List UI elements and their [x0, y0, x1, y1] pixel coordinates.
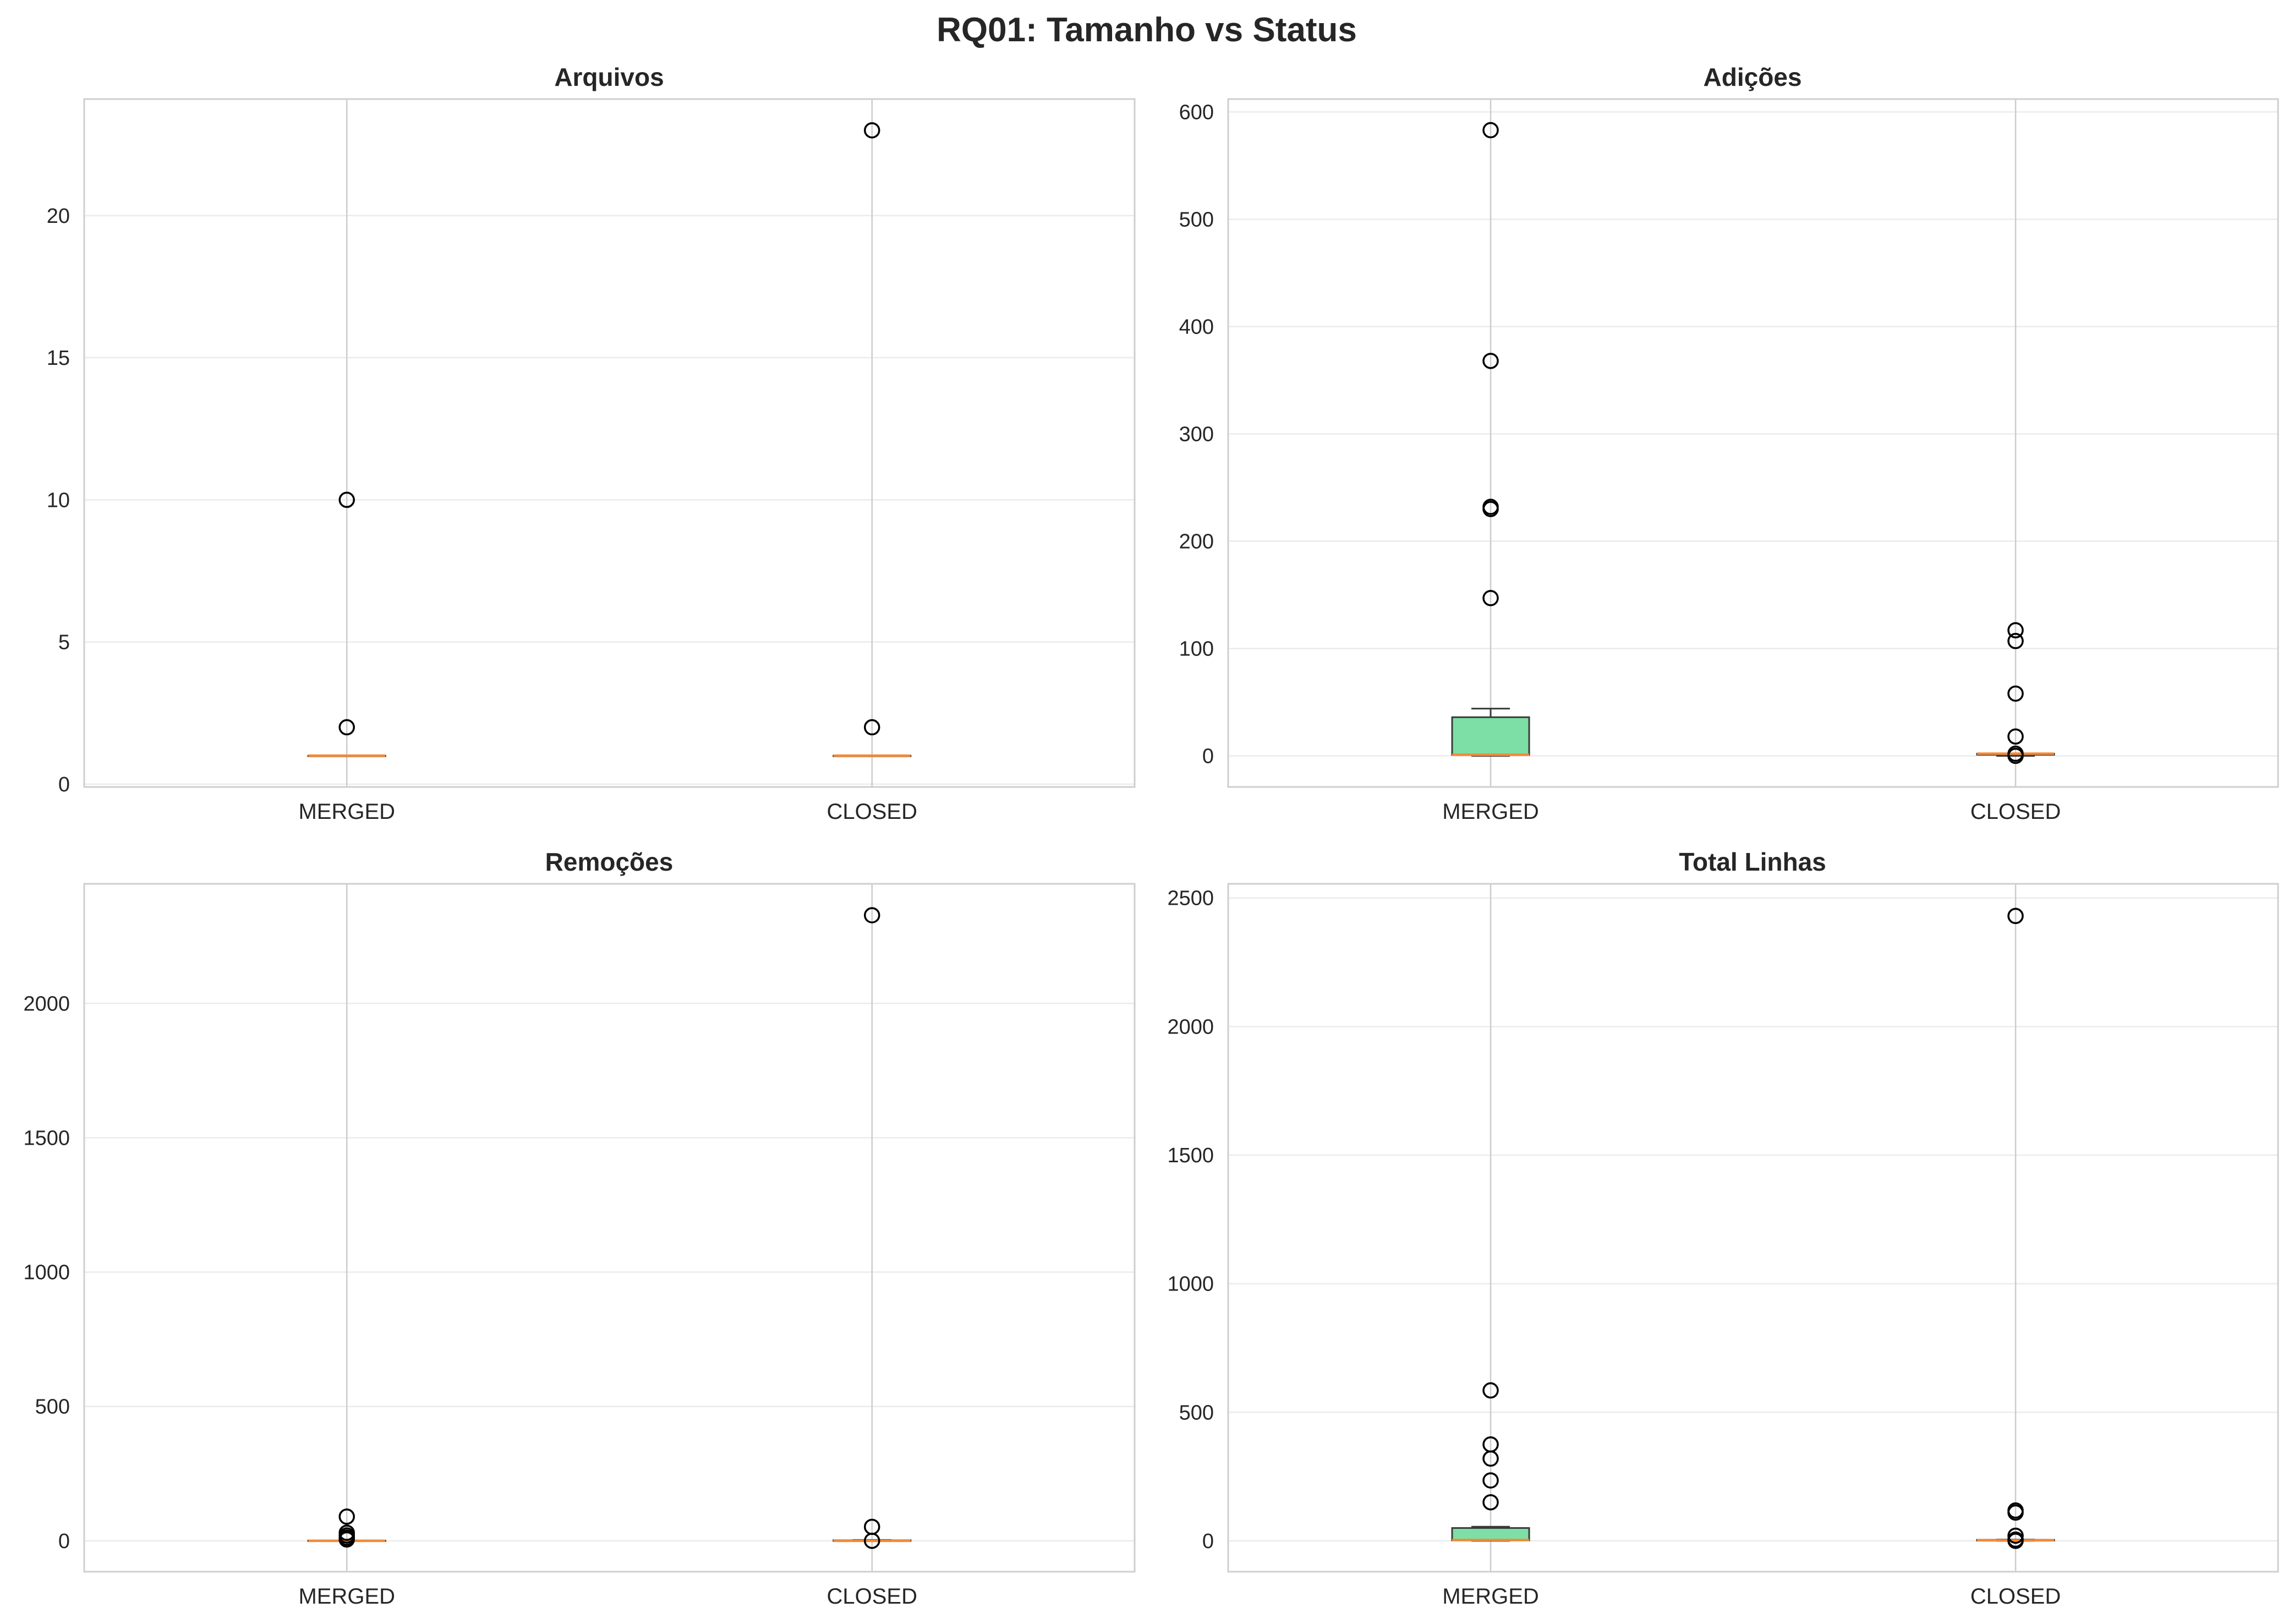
y-tick-label: 0 — [58, 1530, 70, 1553]
x-tick-label: CLOSED — [827, 800, 918, 824]
y-tick-label: 2000 — [23, 992, 70, 1015]
y-tick-label: 15 — [47, 347, 70, 370]
box-merged — [307, 1508, 386, 1548]
y-tick-label: 600 — [1179, 101, 1214, 124]
outlier-point — [2007, 1527, 2024, 1544]
axes-frame — [83, 883, 1136, 1573]
subplot-arquivos: Arquivos 0 5 10 15 20 MERGED CLOSED — [47, 63, 1136, 824]
y-tick-label: 1000 — [1167, 1273, 1214, 1296]
outlier-point — [1482, 1382, 1499, 1399]
x-tick-label: MERGED — [298, 1584, 395, 1609]
box-merged — [1451, 1382, 1530, 1542]
outlier-point — [2007, 907, 2024, 925]
axes-frame — [1227, 98, 2279, 788]
outlier-point — [2007, 1502, 2024, 1519]
y-tick-label: 10 — [47, 489, 70, 512]
y-tick-label: 2500 — [1167, 887, 1214, 910]
y-tick-label: 300 — [1179, 423, 1214, 446]
y-tick-label: 400 — [1179, 315, 1214, 338]
outlier-point — [2007, 685, 2024, 702]
box-iqr — [1451, 716, 1530, 756]
box-merged — [1451, 122, 1530, 757]
box-closed — [1976, 907, 2055, 1549]
y-tick-label: 20 — [47, 205, 70, 228]
subplot-title: Adições — [1704, 63, 1802, 91]
outlier-point — [864, 719, 880, 736]
axes-frame — [1227, 883, 2279, 1573]
y-tick-label: 200 — [1179, 530, 1214, 553]
outlier-point — [1482, 1436, 1499, 1453]
y-tick-label: 0 — [1202, 745, 1214, 768]
subplot-title: Remoções — [545, 847, 674, 876]
outlier-point — [2007, 1531, 2024, 1548]
y-tick-label: 5 — [58, 631, 70, 654]
outlier-point — [2007, 622, 2024, 639]
outlier-point — [1482, 590, 1499, 606]
y-tick-label: 0 — [58, 773, 70, 796]
box-closed — [1976, 622, 2055, 764]
subplot-title: Arquivos — [554, 63, 664, 91]
subplot-title: Total Linhas — [1679, 847, 1826, 876]
x-tick-label: CLOSED — [1970, 800, 2061, 824]
outlier-point — [338, 719, 355, 736]
axes-frame — [83, 98, 1136, 788]
outlier-point — [2007, 633, 2024, 649]
outlier-point — [1482, 1494, 1499, 1511]
outlier-point — [1482, 499, 1499, 515]
subplot-remocoes: Remoções 0 500 1000 1500 2000 MERGED CLOSED — [23, 847, 1136, 1609]
outlier-point — [864, 122, 880, 139]
outlier-point — [338, 491, 355, 508]
y-tick-label: 500 — [1179, 1401, 1214, 1424]
subplot-adicoes: Adições 0 100 200 300 400 500 600 MERGED CLOSED — [1179, 63, 2279, 824]
outlier-point — [2007, 745, 2024, 762]
x-tick-label: MERGED — [298, 800, 395, 824]
x-tick-label: MERGED — [1442, 800, 1539, 824]
outlier-point — [1482, 1472, 1499, 1489]
y-tick-label: 1500 — [23, 1127, 70, 1150]
x-tick-label: MERGED — [1442, 1584, 1539, 1609]
outlier-point — [864, 907, 880, 923]
box-iqr — [1451, 1527, 1530, 1541]
y-tick-label: 1500 — [1167, 1144, 1214, 1167]
box-closed — [833, 907, 912, 1549]
y-tick-label: 100 — [1179, 637, 1214, 660]
box-merged — [307, 491, 386, 757]
outlier-point — [1482, 122, 1499, 139]
figure-title: RQ01: Tamanho vs Status — [937, 11, 1357, 49]
box-closed — [833, 122, 912, 757]
y-tick-label: 2000 — [1167, 1015, 1214, 1038]
subplot-total-linhas: Total Linhas 0 500 1000 1500 2000 2500 MERGED C… — [1167, 847, 2279, 1609]
x-tick-label: CLOSED — [1970, 1584, 2061, 1609]
y-tick-label: 500 — [35, 1396, 70, 1419]
y-tick-label: 500 — [1179, 208, 1214, 231]
outlier-point — [338, 1508, 355, 1525]
outlier-point — [2007, 728, 2024, 745]
outlier-point — [1482, 353, 1499, 369]
outlier-point — [864, 1518, 880, 1535]
y-tick-label: 0 — [1202, 1530, 1214, 1553]
outlier-point — [338, 1524, 355, 1541]
y-tick-label: 1000 — [23, 1261, 70, 1284]
x-tick-label: CLOSED — [827, 1584, 918, 1609]
